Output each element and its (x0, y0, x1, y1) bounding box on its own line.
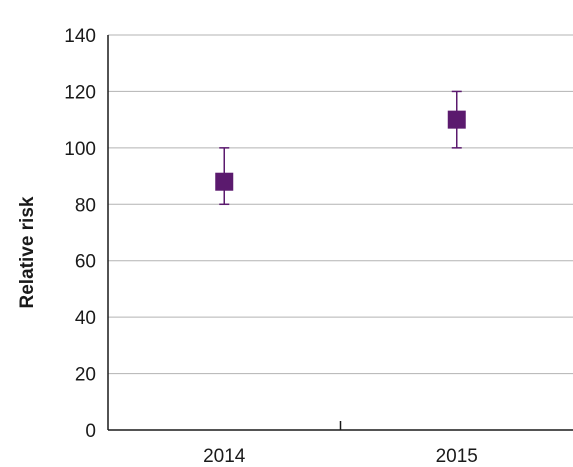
y-tick-label: 140 (64, 26, 96, 47)
square-marker (215, 172, 234, 191)
y-tick-label: 0 (85, 421, 96, 442)
x-tick-label-2015: 2015 (436, 446, 478, 467)
data-point-2014 (215, 147, 234, 206)
gridlines (108, 34, 573, 375)
y-tick-label: 40 (75, 308, 96, 329)
y-tick-label: 100 (64, 139, 96, 160)
x-tick-labels: 2014 2015 (203, 421, 478, 467)
square-marker (447, 110, 466, 129)
data-point-2015 (447, 90, 466, 149)
y-tick-label: 20 (75, 365, 96, 386)
y-tick-labels: 0 20 40 60 80 100 120 140 (64, 26, 96, 442)
y-tick-label: 80 (75, 195, 96, 216)
data-points (215, 90, 466, 206)
y-axis-title: Relative risk (17, 196, 38, 308)
y-tick-label: 120 (64, 82, 96, 103)
y-tick-label: 60 (75, 252, 96, 273)
x-tick-label-2014: 2014 (203, 446, 246, 467)
